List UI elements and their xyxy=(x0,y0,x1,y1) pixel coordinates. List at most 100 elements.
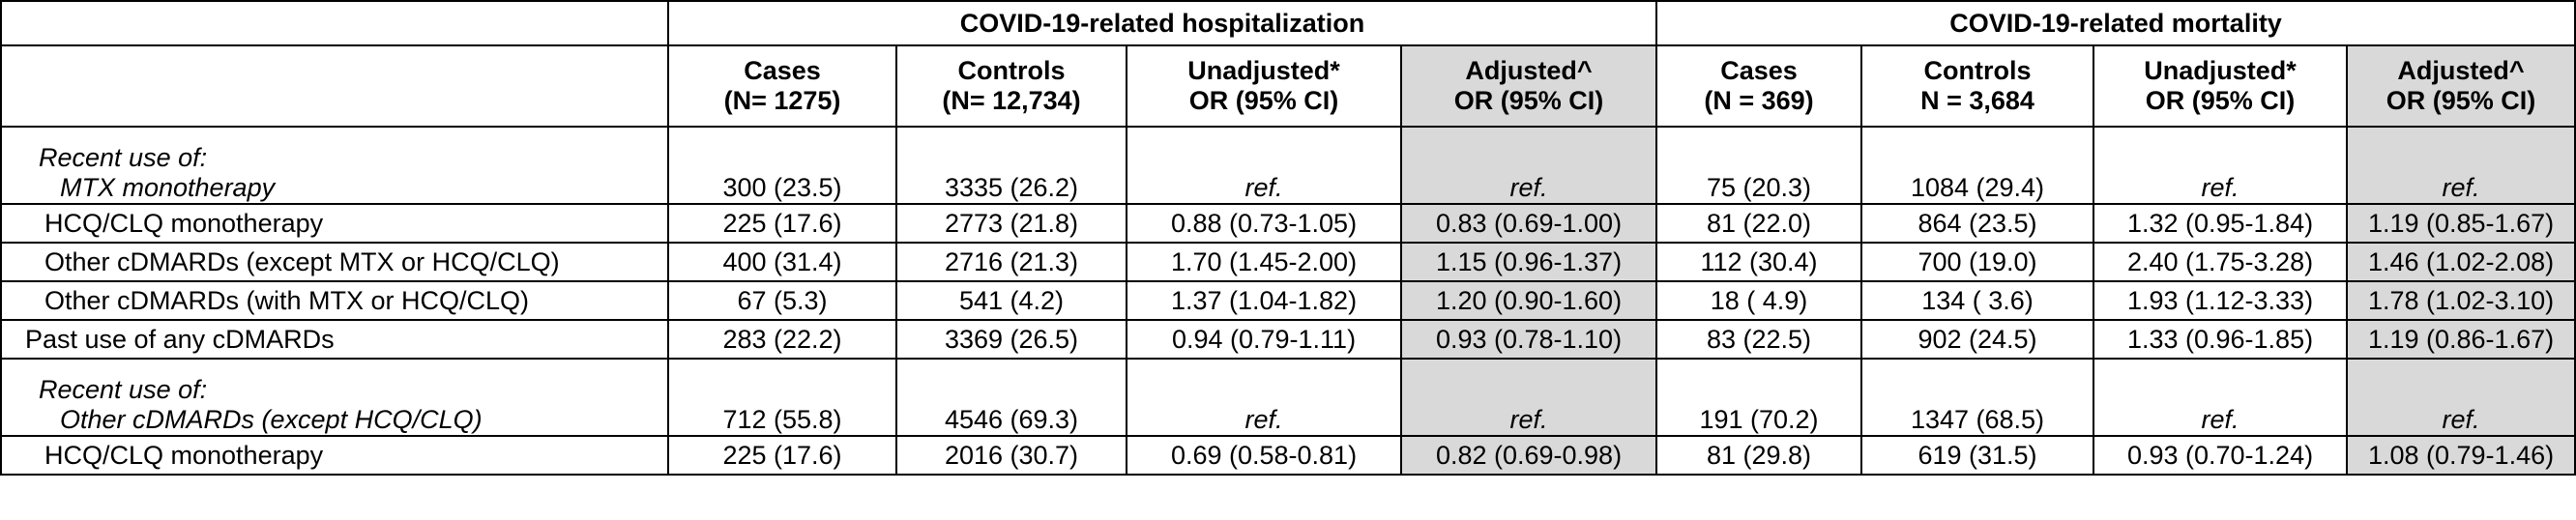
cell-mort-adjusted: 1.08 (0.79-1.46) xyxy=(2346,435,2576,476)
cell-mort-adjusted: 1.19 (0.85-1.67) xyxy=(2346,203,2576,244)
cell-hosp-controls: 2773 (21.8) xyxy=(895,203,1127,244)
cell-hosp-cases: 225 (17.6) xyxy=(667,203,897,244)
row-label: Recent use of: Other cDMARDs (except HCQ… xyxy=(0,358,669,437)
cell-hosp-unadjusted: 1.70 (1.45-2.00) xyxy=(1126,242,1402,282)
cell-mort-unadjusted: 1.93 (1.12-3.33) xyxy=(2093,280,2349,321)
row-label: Past use of any cDMARDs xyxy=(0,319,669,360)
cell-mort-controls: 1084 (29.4) xyxy=(1860,126,2095,205)
cell-mort-controls: 619 (31.5) xyxy=(1860,435,2095,476)
row-label: HCQ/CLQ monotherapy xyxy=(0,203,669,244)
header-line: OR (95% CI) xyxy=(2145,86,2296,115)
cell-mort-cases: 18 ( 4.9) xyxy=(1655,280,1863,321)
cell-mort-controls: 134 ( 3.6) xyxy=(1860,280,2095,321)
results-table: COVID-19-related hospitalization COVID-1… xyxy=(0,0,2576,476)
table-row: Other cDMARDs (with MTX or HCQ/CLQ) 67 (… xyxy=(0,280,2576,321)
header-mort-unadjusted: Unadjusted* OR (95% CI) xyxy=(2093,44,2349,128)
cell-mort-unadjusted: 0.93 (0.70-1.24) xyxy=(2093,435,2349,476)
table-row: Recent use of: Other cDMARDs (except HCQ… xyxy=(0,358,2576,437)
header-line: Controls xyxy=(957,56,1066,85)
header-line: (N= 12,734) xyxy=(942,86,1081,115)
cell-hosp-unadjusted: 0.94 (0.79-1.11) xyxy=(1126,319,1402,360)
cell-mort-unadjusted: 2.40 (1.75-3.28) xyxy=(2093,242,2349,282)
cell-hosp-unadjusted: 0.88 (0.73-1.05) xyxy=(1126,203,1402,244)
cell-hosp-cases: 300 (23.5) xyxy=(667,126,897,205)
header-line: Unadjusted* xyxy=(1187,56,1340,85)
cell-hosp-controls: 2016 (30.7) xyxy=(895,435,1127,476)
column-header-row: Cases (N= 1275) Controls (N= 12,734) Unadj… xyxy=(0,44,2576,128)
row-label: Recent use of: MTX monotherapy xyxy=(0,126,669,205)
header-line: (N = 369) xyxy=(1704,86,1814,115)
cell-hosp-adjusted: 1.15 (0.96-1.37) xyxy=(1399,242,1658,282)
row-group-label: Recent use of: xyxy=(39,143,208,172)
cell-hosp-unadjusted: ref. xyxy=(1126,358,1402,437)
cell-hosp-adjusted: 0.82 (0.69-0.98) xyxy=(1399,435,1658,476)
empty-label-header xyxy=(0,44,669,128)
header-line: (N= 1275) xyxy=(723,86,841,115)
cell-mort-adjusted: 1.46 (1.02-2.08) xyxy=(2346,242,2576,282)
cell-hosp-controls: 541 (4.2) xyxy=(895,280,1127,321)
header-line: N = 3,684 xyxy=(1920,86,2034,115)
cell-mort-cases: 112 (30.4) xyxy=(1655,242,1863,282)
header-line: Cases xyxy=(1720,56,1798,85)
cell-hosp-adjusted: ref. xyxy=(1399,358,1658,437)
header-hosp-adjusted: Adjusted^ OR (95% CI) xyxy=(1399,44,1658,128)
cell-hosp-cases: 67 (5.3) xyxy=(667,280,897,321)
header-line: Controls xyxy=(1923,56,2032,85)
cell-mort-cases: 83 (22.5) xyxy=(1655,319,1863,360)
row-label: HCQ/CLQ monotherapy xyxy=(0,435,669,476)
empty-corner-cell xyxy=(0,0,669,46)
row-reference-label: Other cDMARDs (except HCQ/CLQ) xyxy=(60,405,483,434)
cell-mort-controls: 864 (23.5) xyxy=(1860,203,2095,244)
header-line: OR (95% CI) xyxy=(1188,86,1339,115)
cell-mort-unadjusted: 1.32 (0.95-1.84) xyxy=(2093,203,2349,244)
header-hosp-controls: Controls (N= 12,734) xyxy=(895,44,1127,128)
cell-hosp-cases: 400 (31.4) xyxy=(667,242,897,282)
cell-mort-unadjusted: ref. xyxy=(2093,126,2349,205)
group-hospitalization: COVID-19-related hospitalization xyxy=(666,0,1658,46)
header-hosp-unadjusted: Unadjusted* OR (95% CI) xyxy=(1126,44,1402,128)
cell-hosp-controls: 4546 (69.3) xyxy=(895,358,1127,437)
cell-mort-adjusted: ref. xyxy=(2346,126,2576,205)
cell-hosp-controls: 3335 (26.2) xyxy=(895,126,1127,205)
row-label: Other cDMARDs (with MTX or HCQ/CLQ) xyxy=(0,280,669,321)
row-label: Other cDMARDs (except MTX or HCQ/CLQ) xyxy=(0,242,669,282)
table-row: Past use of any cDMARDs 283 (22.2) 3369 … xyxy=(0,319,2576,360)
header-line: Adjusted^ xyxy=(2397,56,2525,85)
row-group-label: Recent use of: xyxy=(39,375,208,404)
header-line: Unadjusted* xyxy=(2144,56,2297,85)
cell-mort-cases: 81 (22.0) xyxy=(1655,203,1863,244)
cell-hosp-adjusted: 0.93 (0.78-1.10) xyxy=(1399,319,1658,360)
table-row: Other cDMARDs (except MTX or HCQ/CLQ) 40… xyxy=(0,242,2576,282)
cell-mort-controls: 902 (24.5) xyxy=(1860,319,2095,360)
cell-hosp-controls: 2716 (21.3) xyxy=(895,242,1127,282)
header-mort-controls: Controls N = 3,684 xyxy=(1860,44,2095,128)
cell-hosp-adjusted: 1.20 (0.90-1.60) xyxy=(1399,280,1658,321)
header-line: Adjusted^ xyxy=(1465,56,1593,85)
header-line: Cases xyxy=(744,56,821,85)
header-line: OR (95% CI) xyxy=(1453,86,1604,115)
table-row: HCQ/CLQ monotherapy 225 (17.6) 2016 (30.… xyxy=(0,435,2576,476)
group-mortality: COVID-19-related mortality xyxy=(1655,0,2576,46)
cell-mort-controls: 700 (19.0) xyxy=(1860,242,2095,282)
cell-hosp-controls: 3369 (26.5) xyxy=(895,319,1127,360)
cell-hosp-unadjusted: ref. xyxy=(1126,126,1402,205)
cell-mort-adjusted: ref. xyxy=(2346,358,2576,437)
group-header-row: COVID-19-related hospitalization COVID-1… xyxy=(0,0,2576,46)
header-hosp-cases: Cases (N= 1275) xyxy=(667,44,897,128)
cell-mort-cases: 191 (70.2) xyxy=(1655,358,1863,437)
cell-hosp-unadjusted: 1.37 (1.04-1.82) xyxy=(1126,280,1402,321)
cell-mort-controls: 1347 (68.5) xyxy=(1860,358,2095,437)
table-row: HCQ/CLQ monotherapy 225 (17.6) 2773 (21.… xyxy=(0,203,2576,244)
cell-hosp-unadjusted: 0.69 (0.58-0.81) xyxy=(1126,435,1402,476)
cell-hosp-adjusted: ref. xyxy=(1399,126,1658,205)
header-mort-adjusted: Adjusted^ OR (95% CI) xyxy=(2346,44,2576,128)
cell-mort-unadjusted: 1.33 (0.96-1.85) xyxy=(2093,319,2349,360)
header-mort-cases: Cases (N = 369) xyxy=(1655,44,1863,128)
cell-hosp-cases: 283 (22.2) xyxy=(667,319,897,360)
header-line: OR (95% CI) xyxy=(2386,86,2536,115)
cell-hosp-adjusted: 0.83 (0.69-1.00) xyxy=(1399,203,1658,244)
cell-mort-cases: 81 (29.8) xyxy=(1655,435,1863,476)
cell-mort-cases: 75 (20.3) xyxy=(1655,126,1863,205)
row-reference-label: MTX monotherapy xyxy=(60,173,276,202)
cell-mort-unadjusted: ref. xyxy=(2093,358,2349,437)
